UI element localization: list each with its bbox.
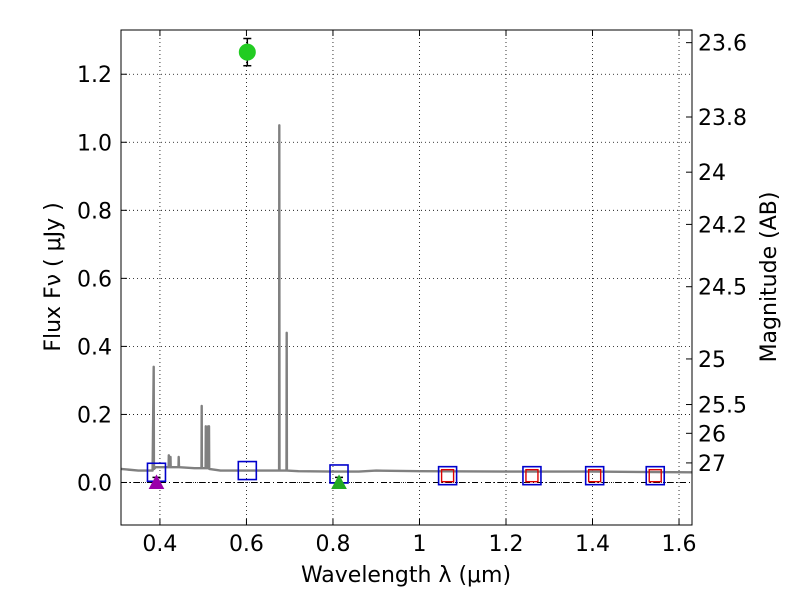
y-tick-label: 0.4 xyxy=(77,335,112,360)
right-tick-label: 25.5 xyxy=(698,394,747,419)
upper-limit-square xyxy=(648,468,662,483)
observed-upper-limit xyxy=(148,474,165,489)
model-photometry-square xyxy=(237,460,258,481)
right-tick-label: 27 xyxy=(698,452,726,477)
model-photometry-square xyxy=(584,465,605,486)
right-axis-label: Magnitude (AB) xyxy=(757,192,782,363)
x-tick-label: 1.6 xyxy=(662,532,697,557)
right-tick-label: 23.8 xyxy=(698,106,747,131)
x-tick-label: 0.4 xyxy=(142,532,177,557)
y-tick-label: 1.0 xyxy=(77,131,112,156)
right-tick-label: 24.2 xyxy=(698,213,747,238)
right-tick-label: 23.6 xyxy=(698,32,747,57)
x-tick-label: 1 xyxy=(412,532,426,557)
spectrum-line xyxy=(120,124,693,474)
y-tick-label: 1.2 xyxy=(77,63,112,88)
tick-layer: 0.4 0.6 0.8 1 1.2 1.4 1.6 0.0 0.2 0.4 0.6 0.8 1.0 1.2… xyxy=(77,30,747,557)
model-photometry-square xyxy=(522,465,542,486)
x-tick-label: 1.2 xyxy=(488,532,523,557)
y-tick-label: 0.6 xyxy=(77,267,112,292)
model-photometry-square xyxy=(645,465,666,486)
model-photometry-square xyxy=(437,465,458,486)
x-tick-label: 0.6 xyxy=(229,532,264,557)
series-layer xyxy=(120,124,693,474)
x-tick-label: 0.8 xyxy=(315,532,350,557)
grid xyxy=(121,30,692,525)
y-tick-label: 0.0 xyxy=(77,471,112,496)
y-tick-label: 0.2 xyxy=(77,403,112,428)
right-tick-label: 25 xyxy=(698,348,726,373)
observed-upper-limit xyxy=(331,474,347,489)
marker-layer xyxy=(146,37,666,489)
y-tick-label: 0.8 xyxy=(77,199,112,224)
x-axis-label: Wavelength λ (μm) xyxy=(301,563,511,588)
x-tick-label: 1.4 xyxy=(575,532,610,557)
y-axis-label: Flux Fν ( μJy ) xyxy=(41,202,66,351)
observed-point xyxy=(238,43,256,61)
upper-limit-square xyxy=(587,468,602,483)
right-tick-label: 24.5 xyxy=(698,276,747,301)
right-tick-label: 26 xyxy=(698,422,726,447)
right-tick-label: 24 xyxy=(698,161,726,186)
upper-limit-square xyxy=(525,468,539,483)
plot-frame xyxy=(120,29,693,526)
upper-limit-square xyxy=(440,468,455,483)
